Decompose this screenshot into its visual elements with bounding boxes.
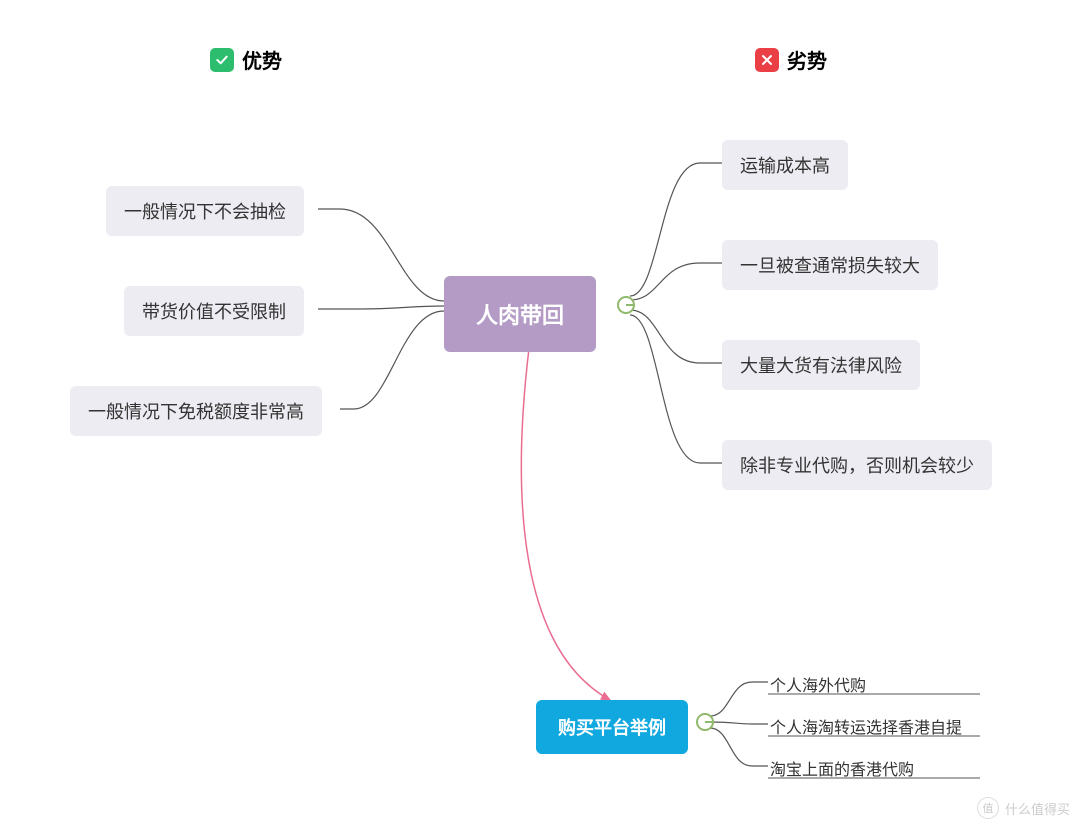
advantage-header: 优势 bbox=[210, 45, 282, 74]
sub-item[interactable]: 淘宝上面的香港代购 bbox=[770, 756, 914, 780]
collapse-toggle[interactable] bbox=[617, 296, 635, 314]
left-leaf[interactable]: 一般情况下免税额度非常高 bbox=[70, 386, 322, 436]
left-leaf[interactable]: 带货价值不受限制 bbox=[124, 286, 304, 336]
sub-label: 购买平台举例 bbox=[558, 718, 666, 738]
sub-item[interactable]: 个人海外代购 bbox=[770, 672, 866, 696]
center-node[interactable]: 人肉带回 bbox=[444, 276, 596, 352]
disadvantage-label: 劣势 bbox=[787, 45, 827, 74]
sub-node[interactable]: 购买平台举例 bbox=[536, 700, 688, 754]
watermark: 值 什么值得买 bbox=[977, 797, 1070, 819]
center-label: 人肉带回 bbox=[476, 303, 564, 328]
watermark-badge-icon: 值 bbox=[977, 797, 999, 819]
watermark-text: 什么值得买 bbox=[1005, 799, 1070, 818]
collapse-toggle-sub[interactable] bbox=[696, 713, 714, 731]
right-leaf[interactable]: 除非专业代购，否则机会较少 bbox=[722, 440, 992, 490]
disadvantage-header: 劣势 bbox=[755, 45, 827, 74]
right-leaf[interactable]: 运输成本高 bbox=[722, 140, 848, 190]
sub-item[interactable]: 个人海淘转运选择香港自提 bbox=[770, 714, 962, 738]
right-leaf[interactable]: 大量大货有法律风险 bbox=[722, 340, 920, 390]
right-leaf[interactable]: 一旦被查通常损失较大 bbox=[722, 240, 938, 290]
advantage-label: 优势 bbox=[242, 45, 282, 74]
left-leaf[interactable]: 一般情况下不会抽检 bbox=[106, 186, 304, 236]
check-icon bbox=[210, 48, 234, 72]
cross-icon bbox=[755, 48, 779, 72]
